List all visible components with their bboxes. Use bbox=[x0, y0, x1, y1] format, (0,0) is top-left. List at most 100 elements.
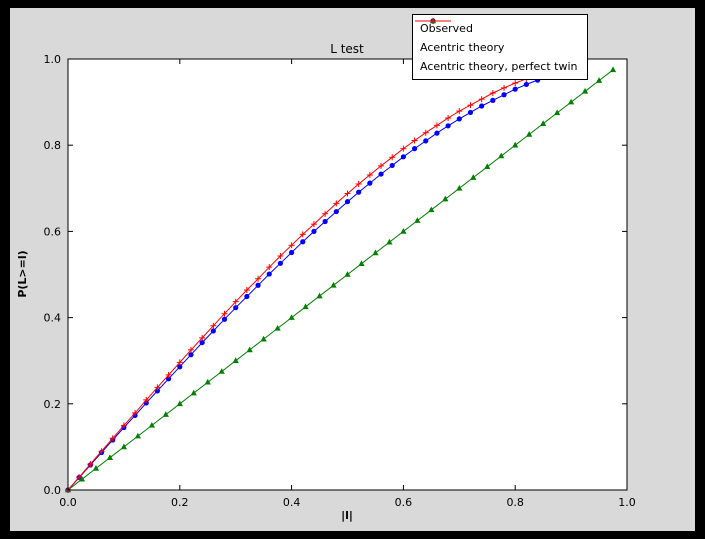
marker-circle bbox=[199, 339, 205, 346]
marker-circle bbox=[456, 116, 462, 122]
x-tick-label: 0.6 bbox=[395, 496, 413, 509]
marker-circle bbox=[356, 189, 362, 195]
marker-triangle bbox=[512, 141, 519, 148]
marker-triangle bbox=[302, 303, 309, 310]
marker-circle bbox=[188, 352, 194, 358]
marker-circle bbox=[266, 271, 272, 277]
marker-triangle bbox=[134, 432, 141, 439]
marker-circle bbox=[300, 239, 306, 245]
marker-plus bbox=[344, 190, 351, 197]
marker-triangle bbox=[190, 389, 197, 396]
marker-plus bbox=[187, 346, 194, 353]
marker-plus bbox=[355, 180, 362, 187]
legend-item-acentric-theory: Acentric theory bbox=[415, 17, 577, 55]
marker-plus bbox=[243, 287, 250, 294]
x-tick-label: 1.0 bbox=[618, 496, 636, 509]
legend-sample-acentric-theory-perfect-twin bbox=[415, 18, 451, 24]
marker-circle bbox=[255, 282, 261, 288]
y-axis-label: P(L>=l) bbox=[16, 250, 29, 297]
marker-plus bbox=[266, 264, 273, 271]
legend: Observed Acentric theory Acentric theory, … bbox=[412, 14, 589, 80]
marker-triangle bbox=[260, 335, 267, 342]
marker-triangle bbox=[176, 400, 183, 407]
marker-triangle bbox=[344, 271, 351, 277]
marker-triangle bbox=[456, 184, 463, 191]
marker-circle bbox=[490, 97, 496, 103]
marker-circle bbox=[523, 81, 529, 88]
marker-plus bbox=[87, 461, 94, 468]
marker-circle bbox=[166, 376, 172, 382]
marker-circle bbox=[445, 123, 451, 129]
x-axis-label: |l| bbox=[341, 509, 353, 522]
marker-plus bbox=[422, 129, 429, 136]
marker-triangle bbox=[274, 324, 281, 331]
marker-plus bbox=[478, 96, 485, 103]
y-tick-label: 1.0 bbox=[44, 53, 62, 66]
marker-circle bbox=[501, 92, 507, 98]
marker-plus bbox=[333, 200, 340, 207]
marker-triangle bbox=[232, 357, 239, 363]
marker-triangle bbox=[78, 475, 86, 482]
x-tick-label: 0.8 bbox=[506, 496, 524, 509]
marker-triangle bbox=[470, 174, 477, 180]
marker-plus bbox=[109, 435, 116, 442]
marker-plus bbox=[98, 448, 105, 455]
chart-title: L test bbox=[330, 42, 364, 56]
figure-canvas: 0.0 0.2 0.4 0.6 0.8 1.0 0.0 0.2 0.4 0.6 0.8 1.0 L te… bbox=[10, 8, 695, 531]
marker-circle bbox=[311, 228, 317, 234]
marker-plus bbox=[389, 154, 396, 161]
marker-triangle bbox=[218, 368, 225, 374]
marker-plus bbox=[512, 80, 519, 87]
legend-label: Acentric theory, perfect twin bbox=[420, 59, 578, 73]
marker-plus bbox=[489, 90, 496, 97]
marker-plus bbox=[299, 231, 306, 238]
marker-triangle bbox=[120, 443, 127, 450]
marker-circle bbox=[423, 138, 429, 144]
marker-circle bbox=[400, 154, 406, 160]
marker-circle bbox=[233, 305, 239, 311]
marker-triangle bbox=[386, 238, 393, 245]
marker-plus bbox=[221, 310, 228, 317]
marker-plus bbox=[445, 115, 452, 122]
marker-plus bbox=[411, 137, 418, 144]
y-tick-label: 0.2 bbox=[44, 398, 62, 411]
marker-circle bbox=[512, 86, 518, 92]
marker-triangle bbox=[540, 120, 547, 126]
marker-triangle bbox=[92, 465, 100, 471]
legend-marker-plus bbox=[430, 18, 436, 24]
marker-triangle bbox=[595, 77, 603, 83]
marker-plus bbox=[255, 275, 262, 282]
legend-label: Observed bbox=[420, 21, 473, 35]
marker-triangle bbox=[568, 98, 575, 105]
marker-plus bbox=[143, 396, 150, 403]
marker-circle bbox=[434, 130, 440, 136]
marker-circle bbox=[333, 208, 339, 215]
marker-plus bbox=[288, 242, 295, 249]
marker-triangle bbox=[148, 421, 155, 428]
marker-triangle bbox=[442, 195, 449, 202]
marker-triangle bbox=[372, 249, 379, 256]
marker-triangle bbox=[162, 411, 169, 417]
marker-plus bbox=[277, 252, 284, 259]
x-tick-label: 0.4 bbox=[283, 496, 301, 509]
legend-label: Acentric theory bbox=[420, 40, 505, 54]
marker-plus bbox=[176, 359, 183, 366]
marker-plus bbox=[456, 108, 463, 115]
marker-plus bbox=[310, 221, 317, 228]
marker-circle bbox=[378, 171, 384, 177]
marker-triangle bbox=[414, 217, 421, 223]
series-acentric-theory bbox=[64, 66, 617, 493]
marker-triangle bbox=[428, 206, 435, 213]
marker-triangle bbox=[526, 131, 533, 137]
marker-circle bbox=[322, 218, 328, 225]
marker-circle bbox=[277, 260, 284, 266]
marker-plus bbox=[154, 384, 161, 391]
marker-plus bbox=[199, 334, 206, 341]
marker-circle bbox=[210, 328, 216, 334]
marker-plus bbox=[76, 474, 83, 481]
y-tick-label: 0.4 bbox=[44, 312, 62, 325]
axes-border bbox=[67, 58, 628, 491]
marker-circle bbox=[344, 199, 351, 205]
y-tick-label: 0.8 bbox=[44, 139, 62, 152]
series-acentric-theory-perfect-twin bbox=[65, 71, 541, 493]
